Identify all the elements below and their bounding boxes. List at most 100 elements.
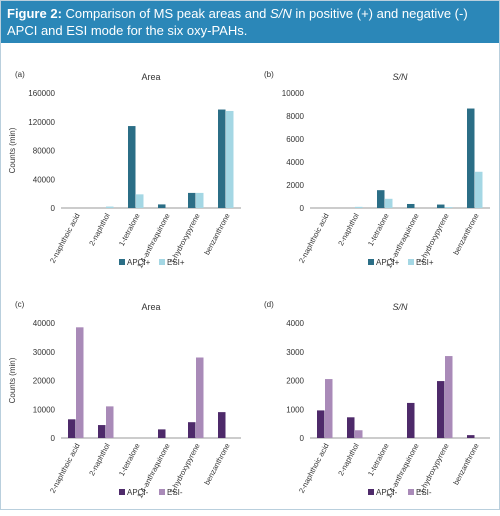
chart-area-positive: (a) Area Counts (min) 0 40000 80000 120000 1600… xyxy=(8,70,241,270)
bar xyxy=(158,429,166,438)
x-tick-label: 1-tetralone xyxy=(117,212,142,248)
y-tick-label: 2000 xyxy=(286,377,304,386)
y-tick-label: 2000 xyxy=(286,181,304,190)
y-tick-label: 30000 xyxy=(33,348,56,357)
x-tick-label: 2-naphthol xyxy=(336,211,361,247)
bar xyxy=(188,422,196,438)
bar xyxy=(467,108,475,208)
bar xyxy=(188,192,196,208)
x-tick-label: benzanthrone xyxy=(202,212,231,257)
bar xyxy=(196,357,204,438)
bar xyxy=(325,379,333,438)
x-tick-label: 2-naphthoic acid xyxy=(297,212,331,265)
y-tick-label: 4000 xyxy=(286,319,304,328)
chart-area-negative: (c) Area Counts (min) 0 10000 20000 30000 40000… xyxy=(8,300,241,500)
legend-label: ESI+ xyxy=(416,258,434,267)
x-tick-label: 1-tetralone xyxy=(366,442,391,478)
y-tick-label: 3000 xyxy=(286,348,304,357)
panel-c: (c) Area Counts (min) 0 10000 20000 30000 40000… xyxy=(1,281,250,511)
bar xyxy=(158,204,166,208)
legend-label: APCI- xyxy=(376,488,398,497)
bar xyxy=(407,402,415,438)
legend-swatch xyxy=(119,489,125,495)
figure-label: Figure 2: xyxy=(7,6,62,21)
bar xyxy=(98,425,106,438)
chart-sn-positive: (b) S/N 0 2000 4000 6000 8000 10000 2-naphthoic … xyxy=(264,70,490,270)
bar xyxy=(218,412,226,438)
legend-swatch xyxy=(368,259,374,265)
y-tick-label: 20000 xyxy=(33,377,56,386)
bar xyxy=(218,109,226,208)
legend-swatch xyxy=(368,489,374,495)
bar xyxy=(196,192,204,208)
legend-label: ESI+ xyxy=(167,258,185,267)
chart-title: Area xyxy=(141,72,160,82)
bar xyxy=(445,356,453,438)
bar xyxy=(355,430,363,438)
legend-swatch xyxy=(159,489,165,495)
y-axis-label: Counts (min) xyxy=(8,127,17,173)
y-tick-label: 1000 xyxy=(286,405,304,414)
x-tick-label: benzanthrone xyxy=(202,442,231,487)
y-tick-label: 0 xyxy=(300,434,305,443)
y-tick-label: 40000 xyxy=(33,175,56,184)
bar xyxy=(136,194,144,208)
bar xyxy=(106,206,114,208)
legend-label: ESI- xyxy=(416,488,432,497)
y-tick-label: 4000 xyxy=(286,158,304,167)
y-tick-label: 0 xyxy=(51,434,56,443)
bar xyxy=(226,110,234,208)
y-tick-label: 160000 xyxy=(28,89,55,98)
x-tick-label: 2-naphthol xyxy=(336,441,361,477)
y-tick-label: 0 xyxy=(51,204,56,213)
panel-a: (a) Area Counts (min) 0 40000 80000 120000 1600… xyxy=(1,51,250,281)
y-tick-label: 120000 xyxy=(28,118,55,127)
panel-b: (b) S/N 0 2000 4000 6000 8000 10000 2-naphthoic … xyxy=(250,51,499,281)
bar xyxy=(437,381,445,438)
chart-sn-negative: (d) S/N 0 1000 2000 3000 4000 2-naphthoic acid 2… xyxy=(264,300,490,500)
chart-title: S/N xyxy=(392,302,408,312)
y-axis-label: Counts (min) xyxy=(8,357,17,403)
legend-label: APCI+ xyxy=(127,258,151,267)
panel-label: (b) xyxy=(264,70,274,79)
bar xyxy=(317,410,325,438)
bar xyxy=(68,419,76,438)
caption-sn: S/N xyxy=(270,6,292,21)
x-tick-label: 1-tetralone xyxy=(366,212,391,248)
legend-swatch xyxy=(408,489,414,495)
bar xyxy=(475,171,483,208)
bar xyxy=(385,198,393,208)
bar xyxy=(437,204,445,208)
bar xyxy=(467,435,475,438)
legend-swatch xyxy=(119,259,125,265)
x-tick-label: 2-naphthoic acid xyxy=(297,442,331,495)
bar xyxy=(407,203,415,208)
x-tick-label: benzanthrone xyxy=(451,212,480,257)
y-tick-label: 0 xyxy=(300,204,305,213)
panel-label: (a) xyxy=(15,70,25,79)
legend-label: APCI- xyxy=(127,488,149,497)
y-tick-label: 10000 xyxy=(33,405,56,414)
figure-caption: Figure 2: Comparison of MS peak areas an… xyxy=(1,1,499,43)
bar xyxy=(355,206,363,208)
bar xyxy=(347,417,355,438)
bar xyxy=(377,190,385,208)
x-tick-label: 2-naphthol xyxy=(87,441,112,477)
x-tick-label: benzanthrone xyxy=(451,442,480,487)
bar xyxy=(76,327,84,438)
bar xyxy=(445,207,453,208)
legend-label: ESI- xyxy=(167,488,183,497)
caption-text-2: in positive (+) and negative (-) APCI an… xyxy=(7,6,468,38)
x-tick-label: 2-naphthol xyxy=(87,211,112,247)
bar xyxy=(106,406,114,438)
y-tick-label: 8000 xyxy=(286,112,304,121)
legend-swatch xyxy=(408,259,414,265)
panel-label: (d) xyxy=(264,300,274,309)
x-tick-label: 2-naphthoic acid xyxy=(48,212,82,265)
y-tick-label: 6000 xyxy=(286,135,304,144)
chart-title: Area xyxy=(141,302,160,312)
caption-text-1: Comparison of MS peak areas and xyxy=(65,6,271,21)
x-tick-label: 2-naphthoic acid xyxy=(48,442,82,495)
chart-title: S/N xyxy=(392,72,408,82)
